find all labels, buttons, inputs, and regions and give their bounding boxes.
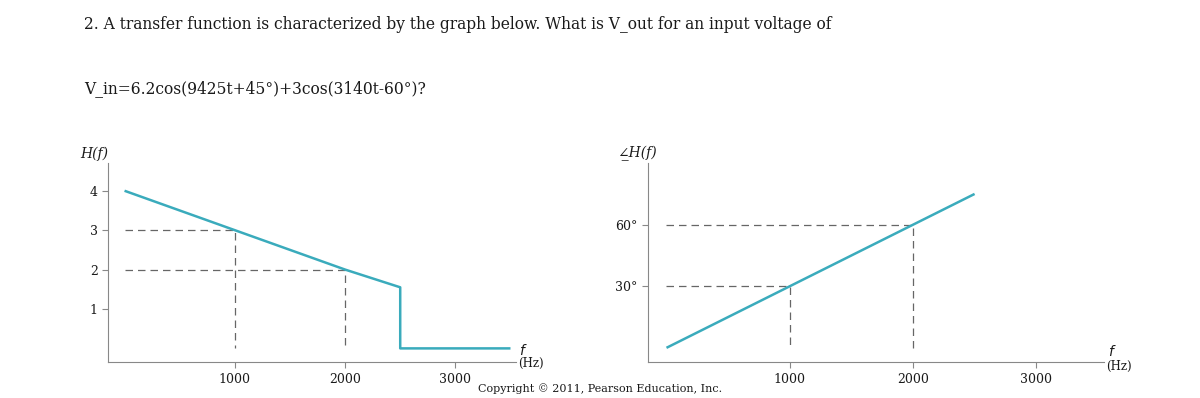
Text: ∠̲H(f): ∠̲H(f) <box>617 146 656 161</box>
Text: H(f): H(f) <box>80 147 108 161</box>
Text: 2. A transfer function is characterized by the graph below. What is V_out for an: 2. A transfer function is characterized … <box>84 16 832 33</box>
Text: (Hz): (Hz) <box>518 357 544 370</box>
Text: V_in=6.2cos(9425t+45°)+3cos(3140t-60°)?: V_in=6.2cos(9425t+45°)+3cos(3140t-60°)? <box>84 80 426 97</box>
Text: (Hz): (Hz) <box>1106 360 1132 373</box>
Text: $f$: $f$ <box>1108 344 1116 359</box>
Text: $f$: $f$ <box>520 343 528 358</box>
Text: Copyright © 2011, Pearson Education, Inc.: Copyright © 2011, Pearson Education, Inc… <box>478 383 722 394</box>
